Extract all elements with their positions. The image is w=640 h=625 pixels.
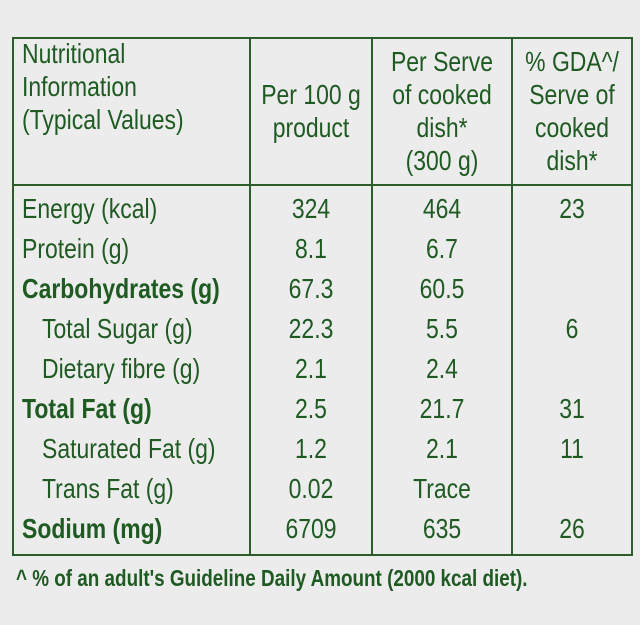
nutrient-value: 324: [291, 193, 331, 224]
nutrient-name: Trans Fat (g): [42, 473, 174, 504]
nutrient-value: 2.4: [426, 353, 458, 384]
nutrient-value: 324: [288, 193, 335, 225]
nutrient-value: 635: [422, 513, 462, 544]
nutrient-value: 8.1: [295, 233, 327, 264]
header-text: Per Serve: [390, 45, 494, 77]
nutrient-name: Sodium (mg): [22, 513, 163, 544]
nutrient-name: Protein (g): [22, 233, 130, 264]
nutrient-value: 0.02: [284, 473, 339, 505]
nutrient-value: 635: [419, 513, 466, 545]
nutrient-value: 22.3: [288, 313, 334, 344]
nutrient-value: 6.7: [423, 233, 462, 265]
nutrient-value: 26: [556, 513, 587, 545]
header-text: (Typical Values): [22, 104, 219, 136]
nutrient-value: 31: [556, 393, 587, 425]
header-text: Information: [22, 71, 137, 102]
header-text: dish*: [411, 112, 473, 144]
nutrient-value: 1.2: [292, 433, 331, 465]
nutrient-value: 2.1: [292, 353, 331, 385]
column-line: [511, 37, 513, 556]
nutrient-name: Carbohydrates (g): [22, 273, 263, 305]
nutrient-value: 2.5: [295, 393, 327, 424]
nutrient-value: 6: [564, 313, 580, 345]
nutrient-name: Saturated Fat (g): [42, 433, 216, 464]
nutrient-value: 21.7: [419, 393, 465, 424]
header-text: product: [272, 111, 350, 143]
nutrient-value: 8.1: [292, 233, 331, 265]
nutrient-value: 23: [556, 193, 587, 225]
nutrient-value: Trace: [407, 473, 478, 505]
nutrient-value: 22.3: [284, 313, 339, 345]
nutrient-value: 2.1: [423, 433, 462, 465]
nutrient-value: 2.4: [423, 353, 462, 385]
header-text: Per 100 g: [250, 79, 371, 111]
nutrient-name: Total Sugar (g): [42, 313, 226, 345]
header-text: dish*: [546, 144, 598, 176]
nutrient-value: 6709: [285, 513, 337, 544]
header-divider: [12, 184, 633, 186]
nutrient-name: Energy (kcal): [22, 193, 158, 224]
nutrient-value: 5.5: [423, 313, 462, 345]
header-text: Serve of: [529, 78, 615, 110]
nutrient-value: 464: [422, 193, 462, 224]
header-text: product: [264, 112, 357, 144]
nutrient-name: Saturated Fat (g): [42, 433, 254, 465]
nutrient-value: 6.7: [426, 233, 458, 264]
nutrient-name: Total Sugar (g): [42, 313, 193, 344]
header-text: % GDA^/: [525, 45, 619, 77]
nutrient-value: 1.2: [295, 433, 327, 464]
nutrient-value: Trace: [413, 473, 471, 504]
table-border: [12, 37, 633, 556]
nutrient-value: 21.7: [415, 393, 470, 425]
nutrient-name: Energy (kcal): [22, 193, 187, 225]
header-text: (300 g): [405, 144, 479, 176]
nutrient-name: Protein (g): [22, 233, 153, 265]
header-text: (Typical Values): [22, 104, 184, 135]
nutrient-value: 464: [419, 193, 466, 225]
nutrient-value: 31: [559, 393, 585, 424]
header-text: (300 g): [398, 145, 487, 177]
header-text: Per 100 g: [261, 78, 361, 110]
footnote: ^ % of an adult's Guideline Daily Amount…: [16, 565, 528, 591]
column-line: [371, 37, 373, 556]
header-text: Nutritional: [22, 38, 126, 69]
nutrient-value: 5.5: [426, 313, 458, 344]
header-text: Serve of: [520, 79, 624, 111]
header-text: dish*: [541, 145, 603, 177]
header-text: Per Serve: [380, 46, 505, 78]
nutrient-name: Dietary fibre (g): [42, 353, 201, 384]
column-line: [249, 37, 251, 556]
nutrient-name: Carbohydrates (g): [22, 273, 220, 304]
nutrient-name: Sodium (mg): [22, 513, 193, 545]
header-text: % GDA^/: [515, 46, 629, 78]
nutrient-name: Trans Fat (g): [42, 473, 203, 505]
nutrient-value: 2.1: [295, 353, 327, 384]
nutrient-value: 23: [559, 193, 585, 224]
nutrient-name: Total Fat (g): [22, 393, 180, 425]
nutrient-name: Total Fat (g): [22, 393, 152, 424]
nutrient-value: 60.5: [419, 273, 465, 304]
nutrient-value: 67.3: [284, 273, 339, 305]
nutrient-value: 26: [559, 513, 585, 544]
nutrient-value: 6709: [280, 513, 342, 545]
nutrient-value: 0.02: [288, 473, 334, 504]
header-text: cooked: [527, 112, 617, 144]
nutrient-value: 2.1: [426, 433, 458, 464]
header-text: dish*: [416, 111, 468, 143]
nutrient-value: 11: [557, 433, 586, 465]
nutrient-value: 6: [565, 313, 579, 344]
nutrient-value: 60.5: [415, 273, 470, 305]
header-text: Information: [22, 71, 162, 103]
nutrient-value: 11: [560, 433, 584, 464]
header-text: of cooked: [381, 79, 502, 111]
nutrient-name: Dietary fibre (g): [42, 353, 235, 385]
header-text: of cooked: [392, 78, 492, 110]
footnote: ^ % of an adult's Guideline Daily Amount…: [16, 562, 640, 594]
header-text: Nutritional: [22, 38, 148, 70]
header-text: cooked: [534, 111, 610, 143]
nutrient-value: 2.5: [292, 393, 331, 425]
nutrient-value: 67.3: [288, 273, 334, 304]
